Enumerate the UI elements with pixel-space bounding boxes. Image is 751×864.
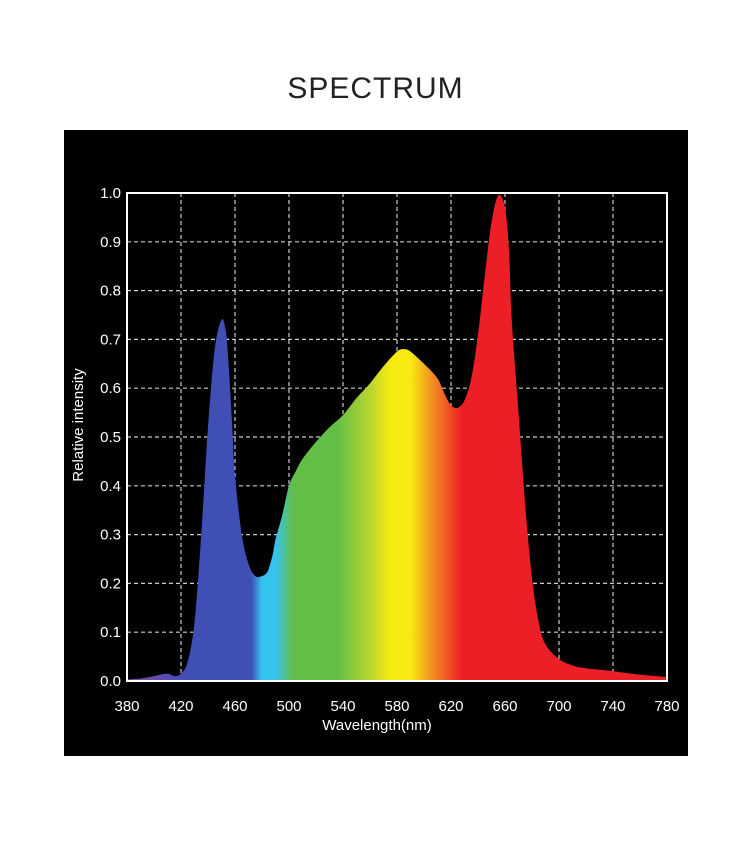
x-tick-label: 580 (384, 698, 409, 715)
x-tick-label: 540 (330, 698, 355, 715)
x-tick-label: 740 (600, 698, 625, 715)
x-tick-label: 380 (114, 698, 139, 715)
y-tick-label: 0.8 (100, 283, 121, 300)
chart-title: SPECTRUM (287, 72, 464, 105)
x-tick-label: 420 (168, 698, 193, 715)
y-tick-label: 0.3 (100, 527, 121, 544)
y-tick-label: 0.9 (100, 234, 121, 251)
y-tick-label: 0.5 (100, 429, 121, 446)
x-tick-label: 780 (654, 698, 679, 715)
y-tick-label: 0.7 (100, 331, 121, 348)
x-tick-label: 700 (546, 698, 571, 715)
y-tick-label: 0.6 (100, 380, 121, 397)
spectrum-chart: 380 420 460 500 540 580 620 660 700 740 780 0.0 0.1 0… (70, 185, 680, 734)
y-tick-label: 0.1 (100, 624, 121, 641)
y-tick-label: 0.4 (100, 478, 121, 495)
x-tick-label: 460 (222, 698, 247, 715)
x-tick-label: 660 (492, 698, 517, 715)
spectrum-area (127, 194, 667, 681)
y-tick-label: 0.2 (100, 575, 121, 592)
y-tick-label: 0.0 (100, 673, 121, 690)
plot-frame (126, 192, 668, 682)
y-tick-label: 1.0 (100, 185, 121, 202)
y-axis-label: Relative intensity (70, 368, 87, 482)
x-tick-label: 620 (438, 698, 463, 715)
chart-panel: 380 420 460 500 540 580 620 660 700 740 780 0.0 0.1 0… (64, 130, 688, 756)
x-tick-label: 500 (276, 698, 301, 715)
x-axis-label: Wavelength(nm) (322, 717, 431, 734)
